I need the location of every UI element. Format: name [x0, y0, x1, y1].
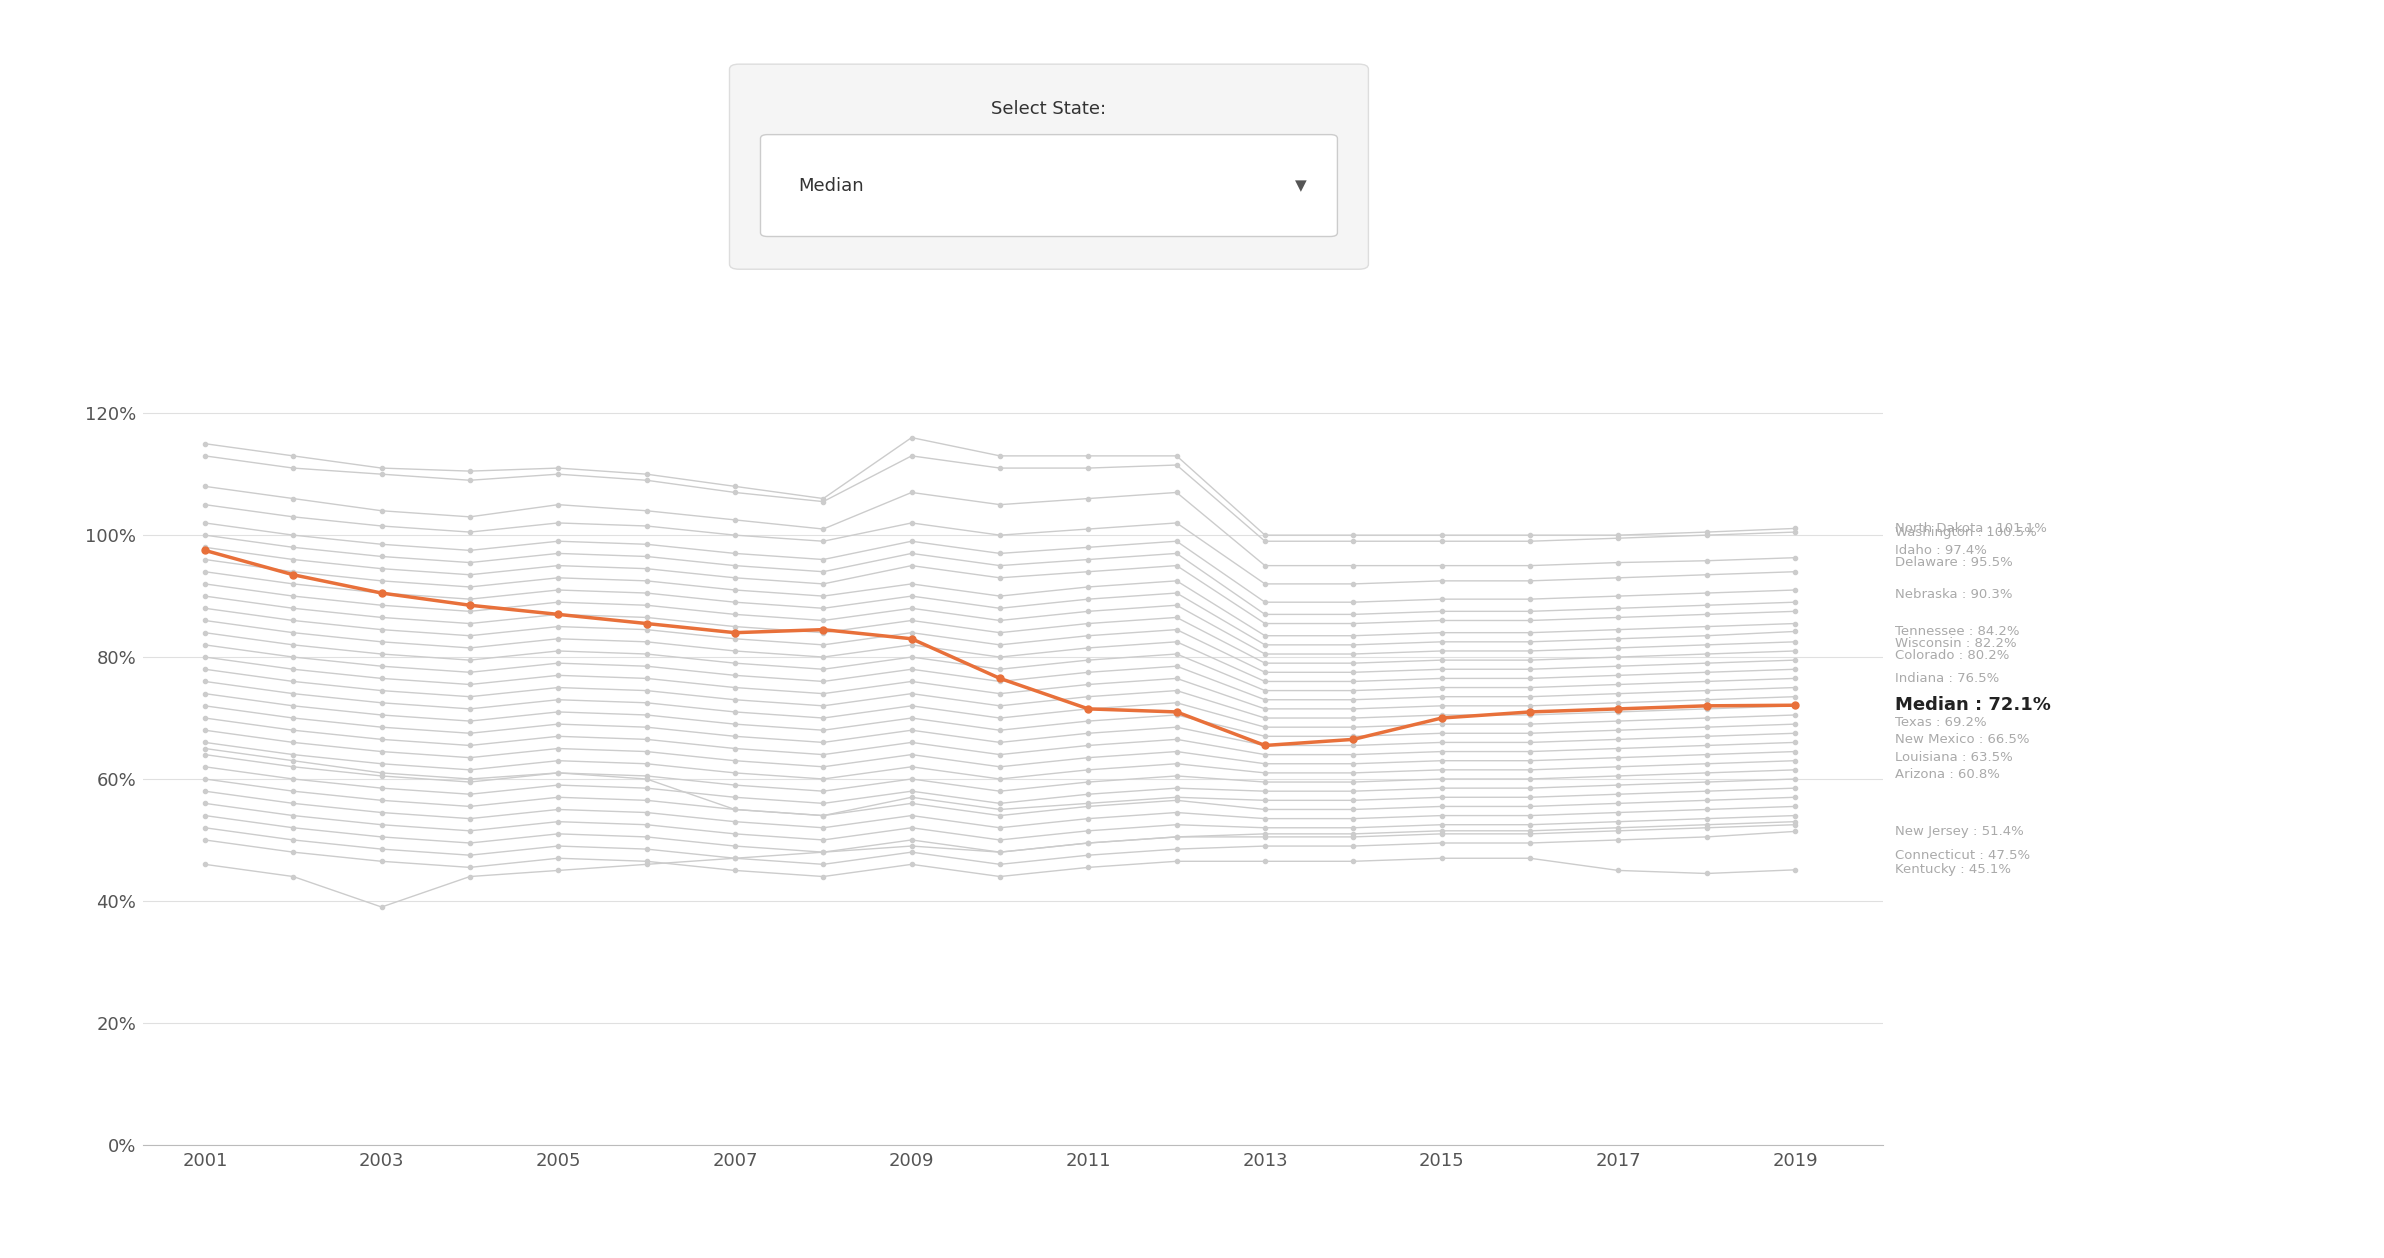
- Text: Connecticut : 47.5%: Connecticut : 47.5%: [1895, 849, 2031, 862]
- Text: Median : 72.1%: Median : 72.1%: [1895, 696, 2050, 715]
- Text: Louisiana : 63.5%: Louisiana : 63.5%: [1895, 751, 2012, 764]
- Text: Select State:: Select State:: [992, 101, 1106, 118]
- Text: North Dakota : 101.1%: North Dakota : 101.1%: [1895, 522, 2048, 535]
- Text: Median: Median: [799, 176, 865, 195]
- Text: ▼: ▼: [1295, 179, 1306, 192]
- Text: Colorado : 80.2%: Colorado : 80.2%: [1895, 649, 2010, 663]
- Text: Texas : 69.2%: Texas : 69.2%: [1895, 716, 1986, 730]
- Text: Kentucky : 45.1%: Kentucky : 45.1%: [1895, 863, 2012, 877]
- Text: Tennessee : 84.2%: Tennessee : 84.2%: [1895, 625, 2019, 638]
- Text: Delaware : 95.5%: Delaware : 95.5%: [1895, 556, 2012, 569]
- Text: Indiana : 76.5%: Indiana : 76.5%: [1895, 672, 2000, 684]
- Text: Washington : 100.5%: Washington : 100.5%: [1895, 526, 2036, 538]
- Text: New Jersey : 51.4%: New Jersey : 51.4%: [1895, 825, 2024, 838]
- Text: Nebraska : 90.3%: Nebraska : 90.3%: [1895, 587, 2012, 601]
- Text: Arizona : 60.8%: Arizona : 60.8%: [1895, 767, 2000, 781]
- Text: Wisconsin : 82.2%: Wisconsin : 82.2%: [1895, 637, 2017, 650]
- Text: New Mexico : 66.5%: New Mexico : 66.5%: [1895, 733, 2029, 746]
- Text: Idaho : 97.4%: Idaho : 97.4%: [1895, 545, 1988, 557]
